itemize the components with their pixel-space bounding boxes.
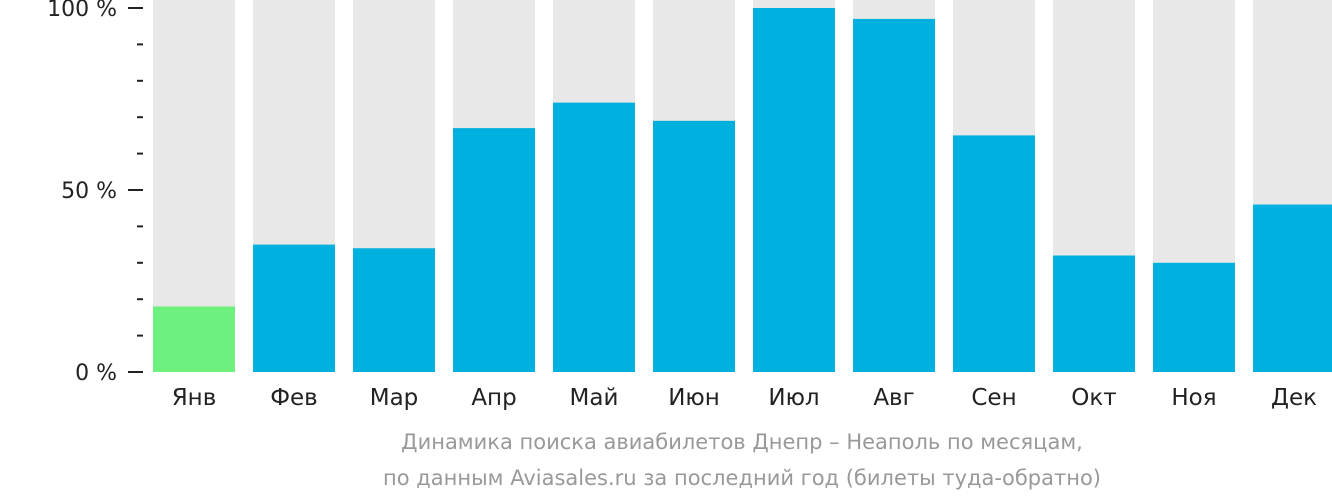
bar xyxy=(453,128,535,372)
y-major-ticks: 0 % 50 % 100 % xyxy=(47,0,143,386)
x-tick-label: Авг xyxy=(873,385,914,411)
x-tick-label: Дек xyxy=(1271,385,1317,411)
bars-group xyxy=(153,0,1332,372)
chart-caption-line-2: по данным Aviasales.ru за последний год … xyxy=(383,466,1101,490)
x-tick-label: Апр xyxy=(471,385,516,411)
bar xyxy=(1153,262,1235,372)
x-tick-label: Окт xyxy=(1071,385,1116,411)
bar xyxy=(853,18,935,372)
x-tick-label: Июл xyxy=(768,385,819,411)
y-tick-label: 50 % xyxy=(61,179,117,204)
bar xyxy=(553,102,635,372)
bar xyxy=(953,135,1035,372)
y-minor-ticks xyxy=(137,43,143,337)
x-tick-label: Янв xyxy=(172,385,217,411)
x-tick-label: Мар xyxy=(370,385,419,411)
y-tick-label: 100 % xyxy=(47,0,117,22)
y-tick-label: 0 % xyxy=(75,361,117,386)
bar xyxy=(1253,204,1332,372)
chart-caption-line-1: Динамика поиска авиабилетов Днепр – Неап… xyxy=(401,430,1083,454)
bar xyxy=(153,306,235,372)
bar xyxy=(253,244,335,372)
bar xyxy=(753,8,835,372)
bar xyxy=(653,120,735,372)
bar xyxy=(1053,255,1135,372)
x-tick-label: Июн xyxy=(668,385,720,411)
x-tick-label: Ноя xyxy=(1171,385,1216,411)
x-tick-label: Фев xyxy=(270,385,318,411)
bar xyxy=(353,248,435,372)
x-tick-label: Сен xyxy=(971,385,1016,411)
x-tick-labels: Янв Фев Мар Апр Май Июн Июл Авг Сен Окт Ноя Дек xyxy=(172,385,1317,411)
bar-chart: 0 % 50 % 100 % Янв Фев Мар Апр Май Июн Июл Авг Сен… xyxy=(47,0,1332,411)
x-tick-label: Май xyxy=(570,385,619,411)
